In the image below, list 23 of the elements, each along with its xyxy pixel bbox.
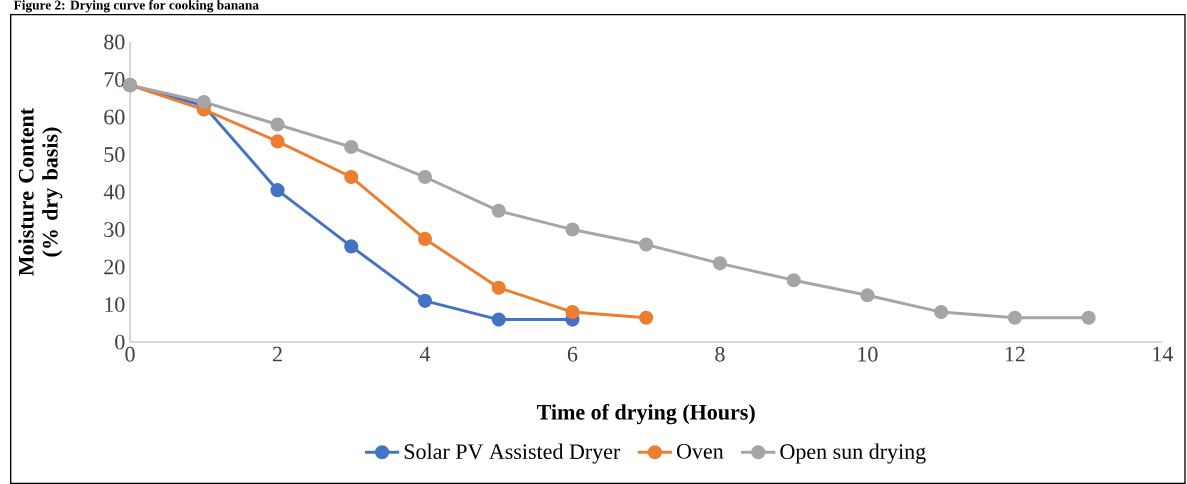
y-tick-label: 0 [115,334,125,350]
chart-title: Figure 2: Drying curve for cooking banana [13,0,259,13]
y-tick-label: 70 [104,72,125,87]
y-tick-label: 50 [104,147,125,162]
legend-label: Oven [676,443,724,459]
x-tick-label: 14 [1153,346,1173,362]
legend-label: Open sun drying [780,443,926,464]
x-tick-label: 0 [125,346,135,362]
y-tick-label: 60 [104,109,125,125]
x-tick-label: 6 [567,346,578,362]
x-tick-label: 2 [272,346,282,362]
y-tick-label: 10 [105,297,125,312]
y-tick-label: 20 [104,259,125,275]
x-axis-title: Time of drying (Hours) [537,403,755,425]
y-tick-label: 40 [103,184,125,200]
x-tick-label: 4 [419,346,431,362]
legend-label: Solar PV Assisted Dryer [404,443,621,464]
x-tick-label: 10 [858,346,878,362]
x-tick-label: 8 [715,346,725,362]
x-tick-label: 12 [1005,346,1025,362]
y-axis-title: Moisture Content (% dry basis) [18,107,63,276]
y-tick-label: 80 [104,34,125,50]
y-tick-label: 30 [104,222,125,237]
